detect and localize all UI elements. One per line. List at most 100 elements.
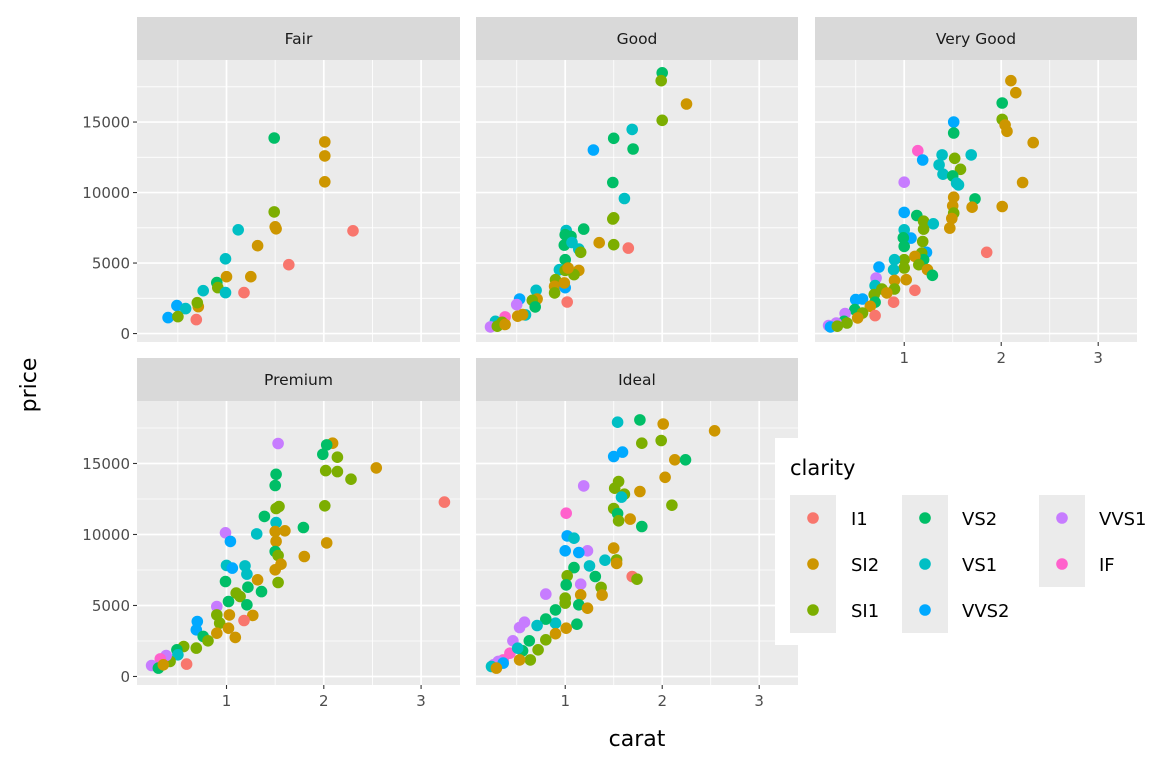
data-point-si2 <box>851 312 864 324</box>
data-point-vs2 <box>996 97 1008 109</box>
data-point-si2 <box>574 589 587 601</box>
x-tick-label: 3 <box>1093 349 1103 367</box>
x-tick-label: 3 <box>754 692 764 710</box>
data-point-si1 <box>913 258 925 271</box>
data-point-vs1 <box>530 284 542 297</box>
x-tick-label: 3 <box>416 692 426 710</box>
data-point-vvs2 <box>587 144 600 156</box>
data-point-vvs1 <box>211 600 223 613</box>
data-point-vvs2 <box>616 446 629 458</box>
data-point-si1 <box>898 262 910 274</box>
data-point-i1 <box>180 658 193 670</box>
data-point-si1 <box>213 617 226 629</box>
data-point-si2 <box>669 454 681 466</box>
data-point-vs2 <box>320 439 333 451</box>
data-point-si1 <box>202 635 214 647</box>
data-point-si1 <box>561 570 573 582</box>
data-point-si1 <box>636 437 648 450</box>
data-point-if <box>560 507 572 519</box>
facet-premium: Premium 1 2 3 0 5000 10000 15000 <box>82 358 460 710</box>
data-point-si1 <box>172 310 184 323</box>
data-point-vs1 <box>549 617 562 629</box>
y-tick-label: 10000 <box>82 526 130 544</box>
data-point-si2 <box>223 609 236 621</box>
data-point-vs2 <box>926 269 939 282</box>
data-point-vs2 <box>219 575 232 588</box>
data-point-si2 <box>900 273 912 286</box>
data-point-si1 <box>831 320 844 333</box>
facet-strip-label: Premium <box>264 371 333 389</box>
data-point-vs1 <box>927 218 940 230</box>
legend-label-vs1: VS1 <box>962 555 997 576</box>
data-point-si2 <box>319 150 331 162</box>
data-point-si2 <box>245 270 257 283</box>
data-point-vs1 <box>936 149 948 161</box>
data-point-si1 <box>540 634 552 646</box>
data-point-si2 <box>607 542 620 554</box>
data-point-si1 <box>548 287 561 299</box>
legend-key-si1 <box>807 604 819 616</box>
data-point-vs1 <box>568 532 580 544</box>
data-point-vvs1 <box>581 545 594 557</box>
legend-key-i1 <box>807 512 819 524</box>
data-point-vvs2 <box>898 206 910 219</box>
data-point-si2 <box>270 535 282 548</box>
data-point-vs1 <box>615 491 628 503</box>
data-point-si2 <box>593 236 605 249</box>
data-point-vs2 <box>268 132 281 144</box>
data-point-si2 <box>610 557 623 570</box>
y-tick-label: 0 <box>120 668 130 686</box>
x-tick-label: 1 <box>899 349 909 367</box>
data-point-si2 <box>319 136 331 148</box>
data-point-si2 <box>558 277 571 289</box>
legend-label-si1: SI1 <box>851 601 879 622</box>
data-point-vs2 <box>317 448 329 461</box>
data-point-si2 <box>596 589 608 601</box>
data-point-vs1 <box>937 168 949 180</box>
data-point-vvs2 <box>171 299 183 312</box>
legend-label-vs2: VS2 <box>962 509 997 530</box>
data-point-si2 <box>251 239 264 252</box>
data-point-vvs2 <box>559 545 571 557</box>
data-point-vs2 <box>258 510 271 523</box>
data-point-si2 <box>634 485 646 498</box>
data-point-vs1 <box>618 192 631 205</box>
data-point-si2 <box>888 274 901 287</box>
data-point-vs1 <box>965 149 977 161</box>
y-tick-label: 15000 <box>82 455 130 473</box>
legend-key-background <box>1039 495 1085 587</box>
data-point-si2 <box>516 308 529 321</box>
facet-good: Good <box>476 17 798 342</box>
data-point-i1 <box>909 284 921 297</box>
data-point-vvs2 <box>916 154 929 166</box>
data-point-vs1 <box>933 159 945 171</box>
data-point-si2 <box>966 201 978 213</box>
data-point-si2 <box>513 654 526 666</box>
data-point-si2 <box>298 550 311 563</box>
data-point-i1 <box>887 296 900 309</box>
data-point-si1 <box>655 434 667 447</box>
data-point-si2 <box>708 425 721 437</box>
data-point-si2 <box>549 627 562 640</box>
facet-strip-label: Good <box>617 30 658 48</box>
data-point-si1 <box>559 597 571 609</box>
data-point-si1 <box>631 573 643 585</box>
data-point-si1 <box>319 500 331 512</box>
data-point-vs2 <box>269 479 282 492</box>
data-point-si2 <box>499 318 511 331</box>
data-point-si1 <box>954 163 967 176</box>
legend-key-vvs1 <box>1056 512 1068 524</box>
y-tick-label: 10000 <box>82 184 130 202</box>
data-point-si1 <box>607 213 619 225</box>
panel-background <box>137 60 460 342</box>
data-point-si1 <box>268 206 281 218</box>
data-point-si1 <box>272 549 284 562</box>
data-point-si1 <box>612 515 625 527</box>
x-tick-label: 1 <box>222 692 232 710</box>
data-point-vvs2 <box>226 562 239 574</box>
data-point-si1 <box>524 654 537 666</box>
data-point-vs1 <box>270 516 282 529</box>
data-point-si1 <box>331 451 344 464</box>
data-point-si1 <box>841 317 853 329</box>
data-point-si2 <box>562 262 574 274</box>
